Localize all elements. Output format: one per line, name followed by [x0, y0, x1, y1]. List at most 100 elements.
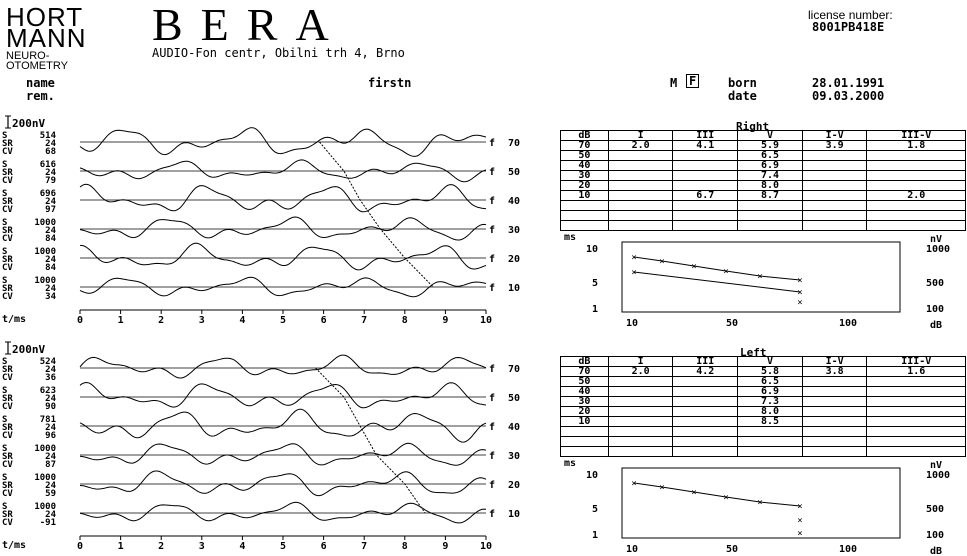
graph-marker: ×: [723, 493, 728, 503]
table-cell: [607, 396, 674, 407]
waveform-trace: [79, 501, 487, 524]
left-panel-title: Left: [740, 346, 767, 359]
wave-v-trend: [319, 141, 434, 288]
license-label: license number:: [808, 8, 893, 22]
table-header-cell: III-V: [866, 356, 966, 367]
trace-sr-value: 24: [45, 284, 56, 294]
trace-cv-value: -91: [40, 518, 56, 528]
table-cell: 20: [560, 406, 609, 417]
trace-s-label: S: [2, 473, 7, 483]
graph-marker: ×: [631, 253, 636, 263]
table-cell: 7.3: [737, 396, 803, 407]
trace-suffix: f: [489, 451, 495, 462]
trace-suffix: f: [489, 480, 495, 491]
graph-db-label: dB: [930, 546, 942, 556]
trace-sr-value: 24: [45, 452, 56, 462]
table-row: 10 8.5: [560, 416, 966, 427]
table-cell: 50: [560, 150, 609, 161]
trace-suffix: f: [489, 509, 495, 520]
trace-cv-value: 97: [45, 205, 56, 215]
table-cell: [737, 220, 803, 231]
table-cell: [866, 406, 966, 417]
table-header-row: dB I III V I-V III-V: [560, 356, 966, 367]
trace-cv-label: CV: [2, 176, 13, 186]
table-cell: [801, 426, 868, 437]
graph-marker: ×: [723, 267, 728, 277]
table-cell: 2.0: [607, 140, 674, 151]
trace-s-label: S: [2, 415, 7, 425]
time-tick-label: 10: [480, 541, 492, 552]
trace-cv-label: CV: [2, 402, 13, 412]
table-row: 70 2.0 4.1 5.9 3.9 1.8: [560, 140, 966, 151]
graph-x-tick: 100: [839, 544, 857, 555]
table-cell: [866, 170, 966, 181]
table-row: [560, 210, 966, 221]
table-header-cell: III: [672, 130, 739, 141]
name-label: name: [26, 76, 55, 90]
graph-x-tick: 50: [726, 318, 738, 329]
table-row: [560, 436, 966, 447]
graph-y-left-tick: 10: [586, 244, 598, 255]
graph-marker: ×: [757, 498, 762, 508]
born-label: born: [728, 76, 757, 90]
graph-x-tick: 10: [626, 544, 638, 555]
trace-s-value: 616: [40, 160, 56, 170]
name-value: firstn: [368, 76, 412, 90]
table-cell: [560, 220, 609, 231]
trace-s-value: 524: [40, 357, 57, 367]
table-cell: 6.5: [737, 376, 803, 387]
trace-suffix: f: [489, 225, 495, 236]
trace-sr-label: SR: [2, 226, 13, 236]
trace-suffix: f: [489, 364, 495, 375]
trace-level-db: 20: [508, 254, 520, 265]
table-cell: 6.7: [672, 190, 739, 201]
trace-level-db: 70: [508, 364, 520, 375]
table-header-cell: I: [607, 356, 674, 367]
table-cell: 50: [560, 376, 609, 387]
table-cell: 6.5: [737, 150, 803, 161]
time-tick-label: 5: [280, 315, 286, 326]
trace-level-db: 30: [508, 451, 520, 462]
time-tick-label: 2: [158, 315, 164, 326]
table-cell: 10: [560, 190, 609, 201]
table-cell: [672, 426, 739, 437]
graph-marker: ×: [797, 502, 802, 512]
table-cell: 7.4: [737, 170, 803, 181]
trace-sr-label: SR: [2, 197, 13, 207]
table-cell: 20: [560, 180, 609, 191]
waveform-trace: [79, 216, 487, 241]
table-cell: [801, 190, 868, 201]
table-cell: [801, 376, 868, 387]
graph-x-tick: 10: [626, 318, 638, 329]
table-cell: [866, 436, 966, 447]
graph-marker: ×: [631, 268, 636, 278]
table-cell: [607, 180, 674, 191]
table-cell: [801, 220, 868, 231]
table-cell: [672, 220, 739, 231]
table-cell: [672, 436, 739, 447]
table-cell: [672, 376, 739, 387]
trace-s-label: S: [2, 160, 7, 170]
table-cell: [607, 416, 674, 427]
table-cell: 2.0: [866, 190, 966, 201]
graph-y-right-tick: 500: [926, 278, 944, 289]
table-cell: [801, 406, 868, 417]
table-cell: 8.0: [737, 406, 803, 417]
waveform-trace: [79, 127, 487, 157]
table-cell: 8.7: [737, 190, 803, 201]
trace-level-db: 20: [508, 480, 520, 491]
wave-v-trend: [315, 367, 426, 514]
trace-sr-value: 24: [45, 481, 56, 491]
trace-sr-label: SR: [2, 394, 13, 404]
table-cell: 8.5: [737, 416, 803, 427]
trace-suffix: f: [489, 422, 495, 433]
graph-marker: ×: [797, 276, 802, 286]
table-cell: [607, 376, 674, 387]
table-row: [560, 220, 966, 231]
trace-s-label: S: [2, 131, 7, 141]
table-cell: [607, 436, 674, 447]
table-cell: 10: [560, 416, 609, 427]
table-cell: [607, 426, 674, 437]
trace-sr-label: SR: [2, 365, 13, 375]
